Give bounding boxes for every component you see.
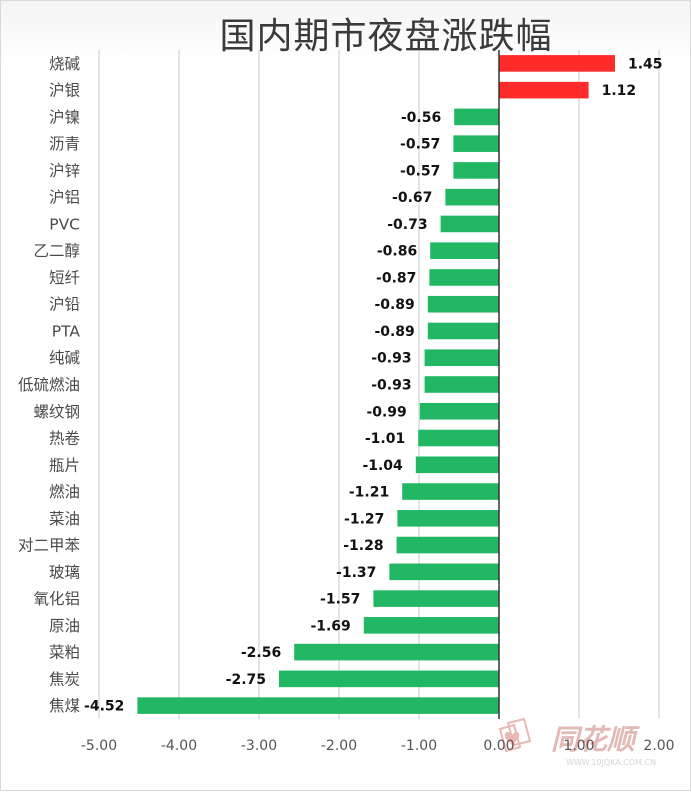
data-label: -0.87 [376,270,416,286]
bar [137,697,499,714]
bar [424,349,499,367]
data-label: -0.89 [374,324,414,340]
x-tick-label: -2.00 [321,738,357,754]
data-label: -1.37 [336,565,376,581]
watermark-url-text: WWW.10JQKA.COM.CN [566,758,656,767]
category-label: 沪银 [49,82,81,100]
data-label: -1.04 [362,458,403,474]
data-label: -0.57 [400,163,440,179]
data-label: -0.93 [371,351,411,367]
category-label: 原油 [49,617,80,635]
category-label: 焦煤 [49,697,80,715]
category-label: 沪镍 [49,108,80,126]
category-label: 燃油 [49,483,80,501]
data-label: 1.45 [628,56,663,72]
category-label: 短纤 [49,269,80,287]
data-label: -1.21 [349,485,389,501]
category-label: 氧化铝 [33,590,80,608]
category-label: 纯碱 [49,349,81,367]
category-label: 焦炭 [49,670,80,688]
bar [427,322,499,340]
bar [440,215,499,233]
card-suit-logo-icon [498,717,532,753]
bar [294,643,499,661]
category-label: 螺纹钢 [33,403,80,421]
bar [427,295,499,313]
bar [419,402,499,420]
x-tick-label: 0.00 [483,738,514,754]
category-label: PTA [52,322,81,340]
bar [415,456,499,474]
x-tick-label: 2.00 [643,738,674,754]
data-label: -0.93 [371,378,411,394]
bar [453,162,499,179]
data-label: -0.89 [374,297,414,313]
gridlines [98,50,660,719]
data-label: -2.56 [241,645,281,661]
data-label: -0.56 [401,110,441,126]
bar [454,108,499,126]
bar [424,376,499,393]
bar [279,670,499,688]
category-label: 沥青 [49,135,80,153]
bar [373,590,499,607]
category-label: 乙二醇 [33,242,80,260]
data-label: -0.57 [400,137,440,153]
category-label: 烧碱 [49,55,81,73]
category-label: 玻璃 [49,563,80,581]
category-label: 瓶片 [49,456,80,474]
chart-title: 国内期市夜盘涨跌幅 [219,16,553,57]
x-tick-label: -5.00 [81,738,117,754]
data-label: -2.75 [226,672,266,688]
data-label: -0.86 [377,244,417,260]
data-label: -1.57 [320,592,360,608]
bar [430,242,499,259]
x-tick-label: -1.00 [401,738,437,754]
category-label: 对二甲苯 [18,537,80,555]
bar [453,135,499,152]
category-label: 热卷 [49,430,81,448]
bar [396,536,499,554]
bar [499,81,589,99]
x-tick-label: -4.00 [161,738,197,754]
data-label: -0.99 [366,404,406,420]
bar [429,269,499,286]
category-label: 菜粕 [49,644,80,662]
data-label: -1.27 [344,511,384,527]
bar [418,429,499,447]
data-label: -1.28 [343,538,383,554]
watermark-logo-text: 同花顺 [551,723,640,756]
data-label: -1.69 [310,618,350,634]
watermark: 同花顺 WWW.10JQKA.COM.CN [498,717,656,767]
bar [445,188,499,206]
bar [363,617,499,634]
data-label: -0.67 [392,190,432,206]
data-label: -4.52 [84,699,124,715]
bar [397,510,499,527]
category-label: 沪锌 [49,162,80,180]
category-label: 低硫燃油 [18,376,80,394]
bar [402,483,499,500]
category-label: 菜油 [49,510,80,528]
labels: -5.00 -4.00 -3.00 -2.00 -1.00 0.00 1.00 2.00 烧碱 1… [18,55,675,754]
data-label: -1.01 [365,431,405,447]
data-label: 1.12 [602,83,637,99]
data-label: -0.73 [387,217,427,233]
x-tick-label: -3.00 [241,738,277,754]
bars [137,55,615,714]
category-label: 沪铅 [49,296,80,314]
category-label: 沪铝 [49,189,80,207]
category-label: PVC [49,215,80,233]
x-tick-label: 1.00 [563,738,594,754]
bar [499,55,615,72]
bar [389,563,499,581]
